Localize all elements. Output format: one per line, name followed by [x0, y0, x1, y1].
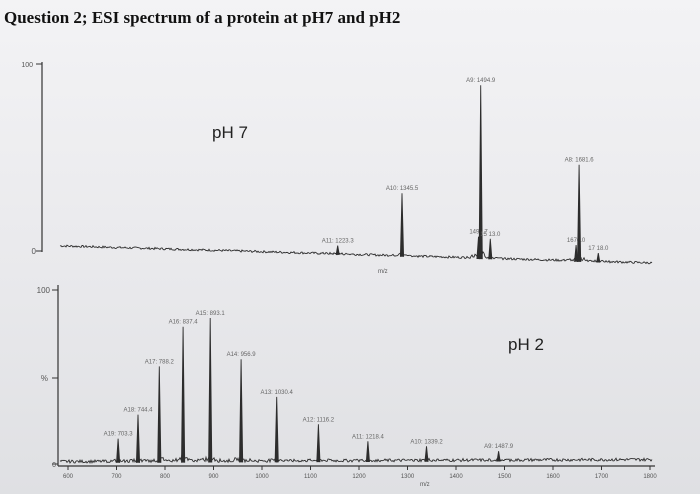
bottom-y-tick-label-0: 0: [52, 462, 56, 469]
bottom-x-tick-label-700: 700: [111, 474, 122, 480]
bottom-peak-6: [239, 359, 244, 463]
bottom-peak-label-7: A13: 1030.4: [261, 390, 294, 396]
bottom-peak-2: [135, 414, 141, 463]
top-peak-label-3: 1490.7: [469, 230, 488, 236]
top-peak-label-5: 15 13.0: [480, 232, 501, 238]
bottom-x-tick-label-1800: 1800: [643, 474, 657, 480]
top-peak-label-6: 1676.0: [567, 238, 586, 244]
bottom-peak-label-2: A18: 744.4: [123, 408, 153, 414]
bottom-x-tick-label-1000: 1000: [255, 474, 269, 480]
bottom-peak-9: [365, 441, 370, 463]
bottom-peak-4: [181, 326, 186, 463]
bottom-x-ticks-group: 600 700 800 900 1000 1100 1200 1300 1400 1500 1600…: [63, 466, 657, 480]
top-peak-label-7: A8: 1681.6: [565, 158, 595, 164]
bottom-peak-label-6: A14: 956.9: [227, 352, 257, 358]
bottom-peak-5: [208, 317, 213, 463]
bottom-y-tick-label-100: 100: [37, 286, 51, 295]
bottom-x-tick-label-900: 900: [208, 474, 219, 480]
top-peak-8: [596, 253, 601, 263]
bottom-spectrum-trace: [59, 453, 653, 465]
bottom-peak-label-11: A9: 1487.9: [484, 444, 514, 450]
bottom-x-tick-label-1700: 1700: [595, 474, 609, 480]
top-ph-label: pH 7: [212, 123, 248, 142]
top-peak-2: [399, 193, 405, 257]
top-peak-1: [335, 245, 340, 255]
bottom-x-tick-label-1400: 1400: [449, 474, 463, 480]
top-peak-4: [478, 85, 483, 260]
bottom-peak-8: [316, 424, 321, 463]
top-peak-label-4: A9: 1494.9: [466, 78, 496, 84]
bottom-peak-label-8: A12: 1116.2: [303, 417, 335, 423]
top-y-tick-label-100: 100: [21, 62, 33, 69]
bottom-peak-label-5: A15: 893.1: [196, 311, 226, 317]
bottom-x-tick-label-1300: 1300: [401, 474, 415, 480]
bottom-peak-7: [274, 396, 279, 463]
bottom-x-tick-label-1100: 1100: [304, 474, 318, 480]
bottom-peak-label-9: A11: 1218.4: [352, 434, 385, 440]
top-peak-label-8: 17 18.0: [588, 246, 609, 252]
bottom-ph-label: pH 2: [508, 335, 544, 354]
top-peak-7: [577, 164, 582, 262]
top-peak-label-2: A10: 1345.5: [386, 186, 419, 192]
bottom-x-axis-label: m/z: [420, 482, 430, 488]
bottom-peak-label-3: A17: 788.2: [145, 359, 175, 365]
bottom-x-tick-label-1200: 1200: [352, 474, 366, 480]
bottom-x-tick-label-800: 800: [160, 474, 171, 480]
bottom-peak-label-1: A19: 703.3: [104, 432, 134, 438]
bottom-peaks-group: A19: 703.3 A18: 744.4 A17: 788.2 A16: 837.4…: [104, 311, 514, 463]
bottom-x-tick-label-1600: 1600: [546, 474, 560, 480]
bottom-x-tick-label-600: 600: [63, 474, 74, 480]
bottom-peak-1: [116, 438, 121, 463]
bottom-y-tick-label-pct: %: [41, 374, 48, 383]
top-y-tick-label-0: 0: [32, 247, 37, 256]
bottom-x-tick-label-1500: 1500: [498, 474, 512, 480]
bottom-peak-label-10: A10: 1339.2: [410, 439, 443, 445]
bottom-peak-11: [496, 451, 501, 462]
question-title: Question 2; ESI spectrum of a protein at…: [4, 8, 401, 27]
top-spectrum-trace: [59, 244, 653, 265]
top-peak-label-1: A11: 1223.3: [322, 239, 355, 245]
bottom-peak-label-4: A16: 837.4: [169, 320, 199, 326]
bottom-peak-3: [157, 366, 162, 463]
bottom-peak-10: [424, 446, 429, 462]
top-x-axis-label: m/z: [378, 269, 388, 275]
top-peaks-group: A11: 1223.3 A10: 1345.5 1490.7 A9: 1494.9 15…: [322, 78, 609, 263]
top-peak-5: [488, 238, 493, 260]
